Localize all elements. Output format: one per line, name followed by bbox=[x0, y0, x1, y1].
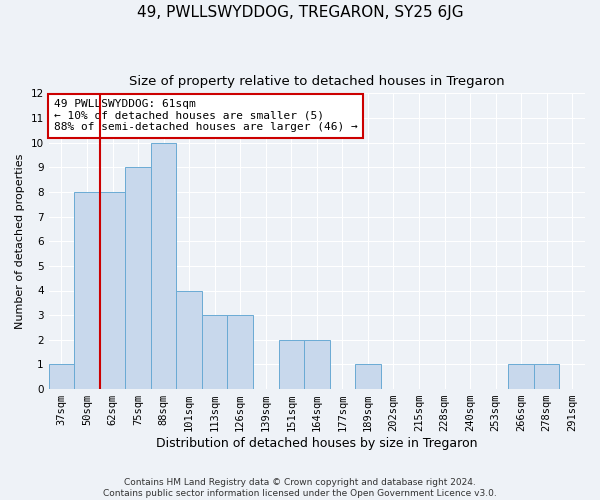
Bar bbox=[125, 168, 151, 389]
Y-axis label: Number of detached properties: Number of detached properties bbox=[15, 154, 25, 329]
Text: Contains HM Land Registry data © Crown copyright and database right 2024.
Contai: Contains HM Land Registry data © Crown c… bbox=[103, 478, 497, 498]
Bar bbox=[176, 290, 202, 389]
Bar bbox=[151, 142, 176, 389]
Bar bbox=[508, 364, 534, 389]
Text: 49 PWLLSWYDDOG: 61sqm
← 10% of detached houses are smaller (5)
88% of semi-detac: 49 PWLLSWYDDOG: 61sqm ← 10% of detached … bbox=[54, 99, 358, 132]
X-axis label: Distribution of detached houses by size in Tregaron: Distribution of detached houses by size … bbox=[156, 437, 478, 450]
Bar bbox=[49, 364, 74, 389]
Text: 49, PWLLSWYDDOG, TREGARON, SY25 6JG: 49, PWLLSWYDDOG, TREGARON, SY25 6JG bbox=[137, 5, 463, 20]
Bar bbox=[355, 364, 380, 389]
Bar bbox=[202, 315, 227, 389]
Bar bbox=[100, 192, 125, 389]
Bar bbox=[534, 364, 559, 389]
Bar bbox=[278, 340, 304, 389]
Bar bbox=[74, 192, 100, 389]
Bar bbox=[304, 340, 329, 389]
Title: Size of property relative to detached houses in Tregaron: Size of property relative to detached ho… bbox=[129, 75, 505, 88]
Bar bbox=[227, 315, 253, 389]
